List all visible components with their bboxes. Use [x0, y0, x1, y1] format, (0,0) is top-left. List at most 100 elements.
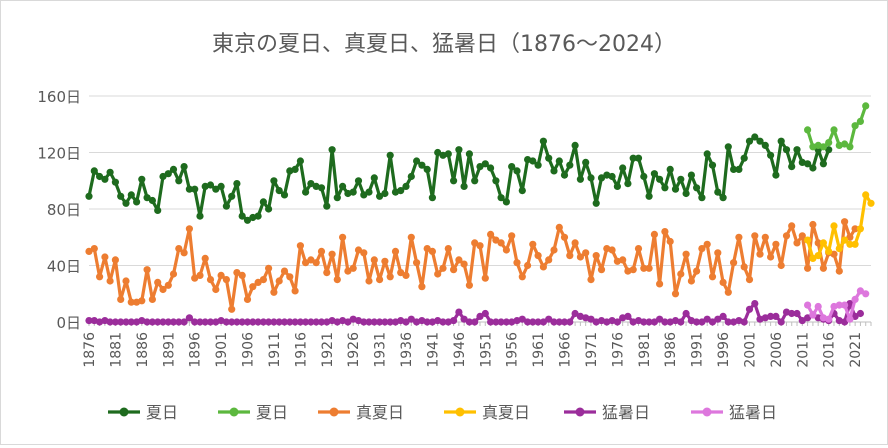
data-point	[222, 318, 230, 326]
legend-label: 真夏日	[356, 403, 404, 422]
data-point	[666, 165, 674, 173]
data-point	[476, 312, 484, 320]
data-point	[571, 239, 579, 247]
data-point	[497, 239, 505, 247]
data-point	[333, 276, 341, 284]
data-point	[471, 239, 479, 247]
data-point	[740, 154, 748, 162]
data-point	[841, 318, 849, 326]
data-point	[434, 148, 442, 157]
data-point	[312, 259, 320, 267]
data-point	[465, 318, 473, 326]
data-point	[745, 305, 754, 313]
legend-swatch-marker	[329, 407, 339, 417]
data-point	[534, 161, 542, 169]
legend: 夏日 夏日 真夏日 真夏日 猛暑日 猛暑日	[108, 403, 777, 422]
data-point	[587, 174, 595, 182]
data-point	[624, 180, 632, 188]
data-point	[180, 318, 188, 326]
data-point	[307, 318, 315, 326]
series-0	[85, 133, 833, 224]
data-point	[96, 273, 104, 281]
data-point	[645, 192, 653, 200]
data-point	[846, 233, 854, 241]
data-point	[809, 164, 817, 172]
data-point	[148, 196, 156, 205]
data-point	[212, 185, 220, 193]
data-point	[650, 230, 659, 238]
data-point	[851, 295, 859, 303]
data-point	[476, 242, 484, 250]
data-point	[85, 317, 93, 325]
data-point	[856, 309, 865, 318]
data-point	[270, 288, 278, 296]
data-point	[238, 271, 246, 279]
y-tick-label: 40日	[47, 258, 81, 276]
data-point	[851, 240, 859, 248]
data-point	[460, 260, 468, 268]
x-tick-label: 1891	[161, 332, 177, 368]
data-point	[90, 167, 98, 175]
data-point	[370, 318, 378, 326]
data-point	[471, 318, 479, 326]
data-point	[175, 318, 183, 326]
data-point	[682, 309, 690, 318]
data-point	[708, 273, 717, 281]
data-point	[640, 172, 648, 181]
data-point	[487, 164, 495, 172]
data-point	[751, 300, 759, 308]
data-point	[159, 285, 167, 294]
data-point	[354, 246, 363, 254]
data-point	[323, 202, 331, 210]
data-point	[122, 277, 130, 285]
data-point	[825, 139, 833, 147]
y-tick-label: 160日	[37, 88, 81, 106]
data-point	[154, 318, 162, 326]
data-point	[756, 137, 764, 145]
data-point	[206, 276, 215, 284]
data-point	[724, 288, 732, 296]
data-point	[666, 237, 674, 246]
data-point	[613, 182, 622, 190]
data-point	[513, 167, 521, 175]
data-point	[407, 172, 415, 181]
data-point	[439, 264, 447, 272]
data-point	[730, 165, 738, 173]
x-tick-label: 1981	[637, 332, 653, 368]
data-point	[275, 277, 283, 285]
data-point	[238, 212, 246, 220]
data-point	[381, 257, 389, 265]
data-point	[317, 318, 326, 326]
data-point	[545, 256, 553, 264]
data-point	[529, 157, 537, 165]
data-point	[782, 232, 791, 240]
data-point	[814, 239, 822, 247]
data-point	[138, 175, 146, 183]
data-point	[740, 318, 748, 326]
x-tick-label: 1946	[452, 332, 468, 368]
data-point	[772, 171, 780, 179]
x-tick-label: 2021	[848, 332, 864, 368]
legend-entry: 夏日	[108, 403, 178, 422]
data-point	[476, 163, 484, 171]
data-point	[730, 259, 738, 267]
series-3	[804, 191, 875, 262]
data-point	[455, 146, 463, 154]
data-point	[254, 278, 262, 286]
x-tick-label: 1936	[399, 332, 415, 368]
data-point	[481, 309, 489, 318]
data-point	[302, 188, 310, 196]
legend-swatch-marker	[455, 407, 465, 417]
data-point	[286, 273, 294, 281]
data-point	[175, 177, 183, 185]
data-point	[117, 318, 125, 326]
data-point	[735, 165, 743, 173]
x-tick-label: 1961	[531, 332, 547, 368]
data-point	[101, 175, 109, 183]
data-point	[402, 318, 410, 326]
data-point	[545, 154, 553, 162]
data-point	[629, 154, 637, 162]
data-point	[428, 247, 436, 255]
data-point	[682, 189, 690, 198]
